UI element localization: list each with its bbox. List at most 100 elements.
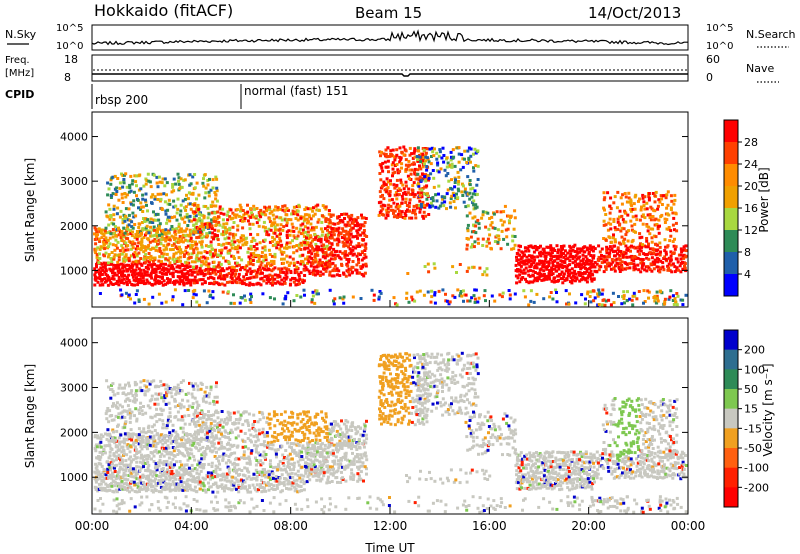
power-cell (624, 211, 628, 215)
power-cell (247, 247, 251, 251)
velocity-cell (164, 402, 168, 406)
power-cell (533, 276, 537, 280)
power-cell (107, 275, 111, 279)
power-cell (399, 212, 403, 216)
power-cell (200, 219, 204, 223)
velocity-cell (140, 487, 144, 491)
power-cell (129, 297, 132, 301)
power-cell (438, 204, 442, 208)
power-cell (103, 263, 107, 267)
power-cell (653, 209, 657, 213)
power-cell (132, 271, 136, 275)
power-cell (207, 194, 211, 198)
power-cell (603, 196, 607, 200)
power-cell (634, 214, 638, 218)
power-cell (114, 264, 118, 267)
power-cell (672, 202, 676, 206)
power-cell (155, 230, 159, 234)
power-cell (213, 280, 217, 284)
power-cell (356, 236, 359, 240)
power-cell (655, 301, 659, 305)
power-cell (285, 271, 289, 275)
power-cell (400, 162, 404, 166)
power-cell (463, 190, 467, 194)
power-cell (355, 263, 359, 267)
power-cell (98, 230, 102, 234)
velocity-cell (233, 481, 237, 485)
power-cell (351, 221, 355, 225)
power-cell (641, 193, 645, 197)
power-cell (452, 155, 456, 159)
velocity-cell (180, 452, 184, 456)
power-cell (456, 196, 460, 200)
power-cell (411, 156, 415, 160)
power-cell (111, 243, 115, 247)
power-cell (301, 231, 305, 235)
power-cell (602, 258, 606, 262)
power-cell (595, 262, 599, 266)
velocity-cell (164, 486, 168, 489)
power-cell (406, 174, 410, 178)
power-cell (153, 197, 157, 201)
power-cell (190, 252, 194, 256)
velocity-cell (142, 459, 146, 462)
power-cell (609, 303, 613, 307)
power-cell (531, 269, 535, 273)
power-cell (190, 240, 194, 243)
power-cell (626, 290, 629, 294)
power-cell (566, 268, 570, 272)
velocity-cell (126, 446, 130, 450)
velocity-cell (157, 464, 161, 468)
power-cell (101, 232, 105, 236)
velocity-cell (175, 441, 179, 445)
velocity-cell (148, 406, 152, 410)
velocity-cell (146, 439, 150, 443)
power-cell (119, 270, 123, 274)
power-cell (165, 193, 168, 197)
power-cell (655, 294, 659, 298)
power-cell (273, 255, 277, 259)
power-cell (647, 257, 651, 261)
power-cell (681, 298, 685, 302)
power-cell (395, 303, 399, 307)
power-cell (597, 303, 601, 306)
velocity-cell (140, 447, 144, 451)
power-cell (314, 257, 318, 261)
velocity-cell (105, 489, 109, 493)
power-cell (615, 257, 619, 261)
power-cell (276, 206, 280, 210)
power-cell (406, 191, 410, 195)
power-cell (468, 191, 472, 195)
power-cell (186, 265, 190, 269)
power-cell (212, 277, 216, 281)
power-cell (311, 261, 315, 265)
velocity-cell (233, 486, 237, 490)
power-cell (658, 224, 661, 228)
power-cell (551, 272, 555, 276)
velocity-cell (175, 460, 179, 464)
velocity-cell (168, 478, 172, 482)
velocity-cell (208, 477, 212, 481)
power-cell (153, 256, 157, 260)
power-cell (392, 201, 396, 205)
power-cell (457, 180, 461, 183)
power-cell (230, 246, 234, 250)
power-cell (344, 229, 348, 233)
power-cell (192, 228, 196, 232)
power-cell (553, 267, 557, 271)
power-cell (347, 230, 351, 234)
power-cell (342, 295, 346, 299)
velocity-cell (139, 430, 143, 434)
power-cell (384, 148, 388, 152)
power-cell (347, 260, 351, 264)
power-cell (584, 260, 588, 263)
power-cell (283, 246, 286, 250)
power-cell (381, 169, 385, 173)
power-cell (403, 212, 407, 216)
power-cell (261, 292, 265, 296)
power-cell (154, 218, 158, 222)
power-cell (634, 255, 638, 259)
velocity-cell (118, 383, 122, 387)
power-cell (614, 249, 618, 253)
power-cell (174, 279, 178, 283)
